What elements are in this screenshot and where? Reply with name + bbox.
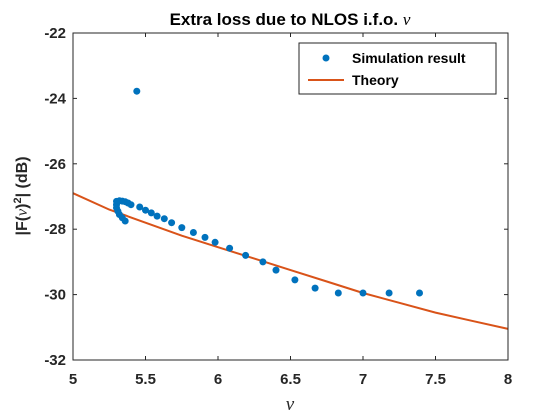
legend-label-simulation: Simulation result (352, 50, 466, 66)
simulation-point (211, 238, 219, 246)
chart-title-symbol: ν (403, 10, 411, 29)
x-axis-ticks: 5 5.5 6 6.5 7 7.5 8 (69, 33, 512, 388)
simulation-point (136, 203, 144, 211)
simulation-point (168, 219, 176, 227)
simulation-point (160, 215, 168, 223)
simulation-point (416, 289, 423, 297)
plot-marks (72, 87, 509, 330)
x-tick-label: 6 (214, 371, 222, 388)
y-tick-label: -30 (44, 287, 66, 304)
legend-marker-simulation (322, 54, 330, 62)
simulation-point (334, 289, 342, 297)
simulation-point (133, 87, 141, 95)
y-tick-label: -28 (44, 221, 66, 238)
x-tick-label: 8 (504, 371, 512, 388)
y-axis-label-prefix: |F( (14, 215, 31, 235)
y-tick-label: -24 (44, 90, 66, 107)
simulation-point (127, 201, 135, 209)
y-axis-label-superscript: 2 (12, 197, 24, 203)
simulation-point (242, 251, 250, 259)
simulation-point (385, 289, 393, 297)
simulation-point (147, 209, 155, 217)
y-tick-label: -32 (44, 352, 66, 369)
simulation-point (359, 289, 367, 297)
theory-line (72, 192, 509, 330)
x-tick-label: 7.5 (425, 371, 446, 388)
y-axis-ticks: -22 -24 -26 -28 -30 -32 (44, 25, 508, 369)
simulation-point (121, 217, 129, 225)
y-axis-label: |F(ν)2| (dB) (12, 156, 31, 235)
y-tick-label: -26 (44, 156, 66, 173)
simulation-point (291, 276, 299, 284)
x-tick-label: 7 (359, 371, 367, 388)
simulation-point (189, 229, 197, 236)
legend-box (298, 42, 497, 95)
legend-label-theory: Theory (352, 72, 399, 88)
x-axis-label: ν (286, 394, 295, 415)
simulation-point (153, 212, 161, 220)
x-tick-label: 5 (69, 371, 77, 388)
simulation-point (311, 284, 319, 292)
simulation-point (259, 258, 267, 266)
chart-title-text: Extra loss due to NLOS i.f.o. (170, 10, 403, 29)
y-axis-label-suffix: ) (14, 204, 31, 209)
chart-title: Extra loss due to NLOS i.f.o. ν (170, 10, 411, 29)
simulation-point (272, 266, 280, 274)
simulation-point (226, 244, 234, 252)
y-tick-label: -22 (44, 25, 66, 42)
simulation-point (142, 206, 149, 214)
y-axis-label-tail: | (dB) (14, 156, 31, 197)
simulation-point (178, 224, 186, 232)
x-tick-label: 5.5 (135, 371, 156, 388)
x-tick-label: 6.5 (280, 371, 301, 388)
simulation-point (201, 233, 209, 241)
legend: Simulation result Theory (298, 42, 497, 95)
y-axis-label-symbol: ν (14, 208, 31, 216)
